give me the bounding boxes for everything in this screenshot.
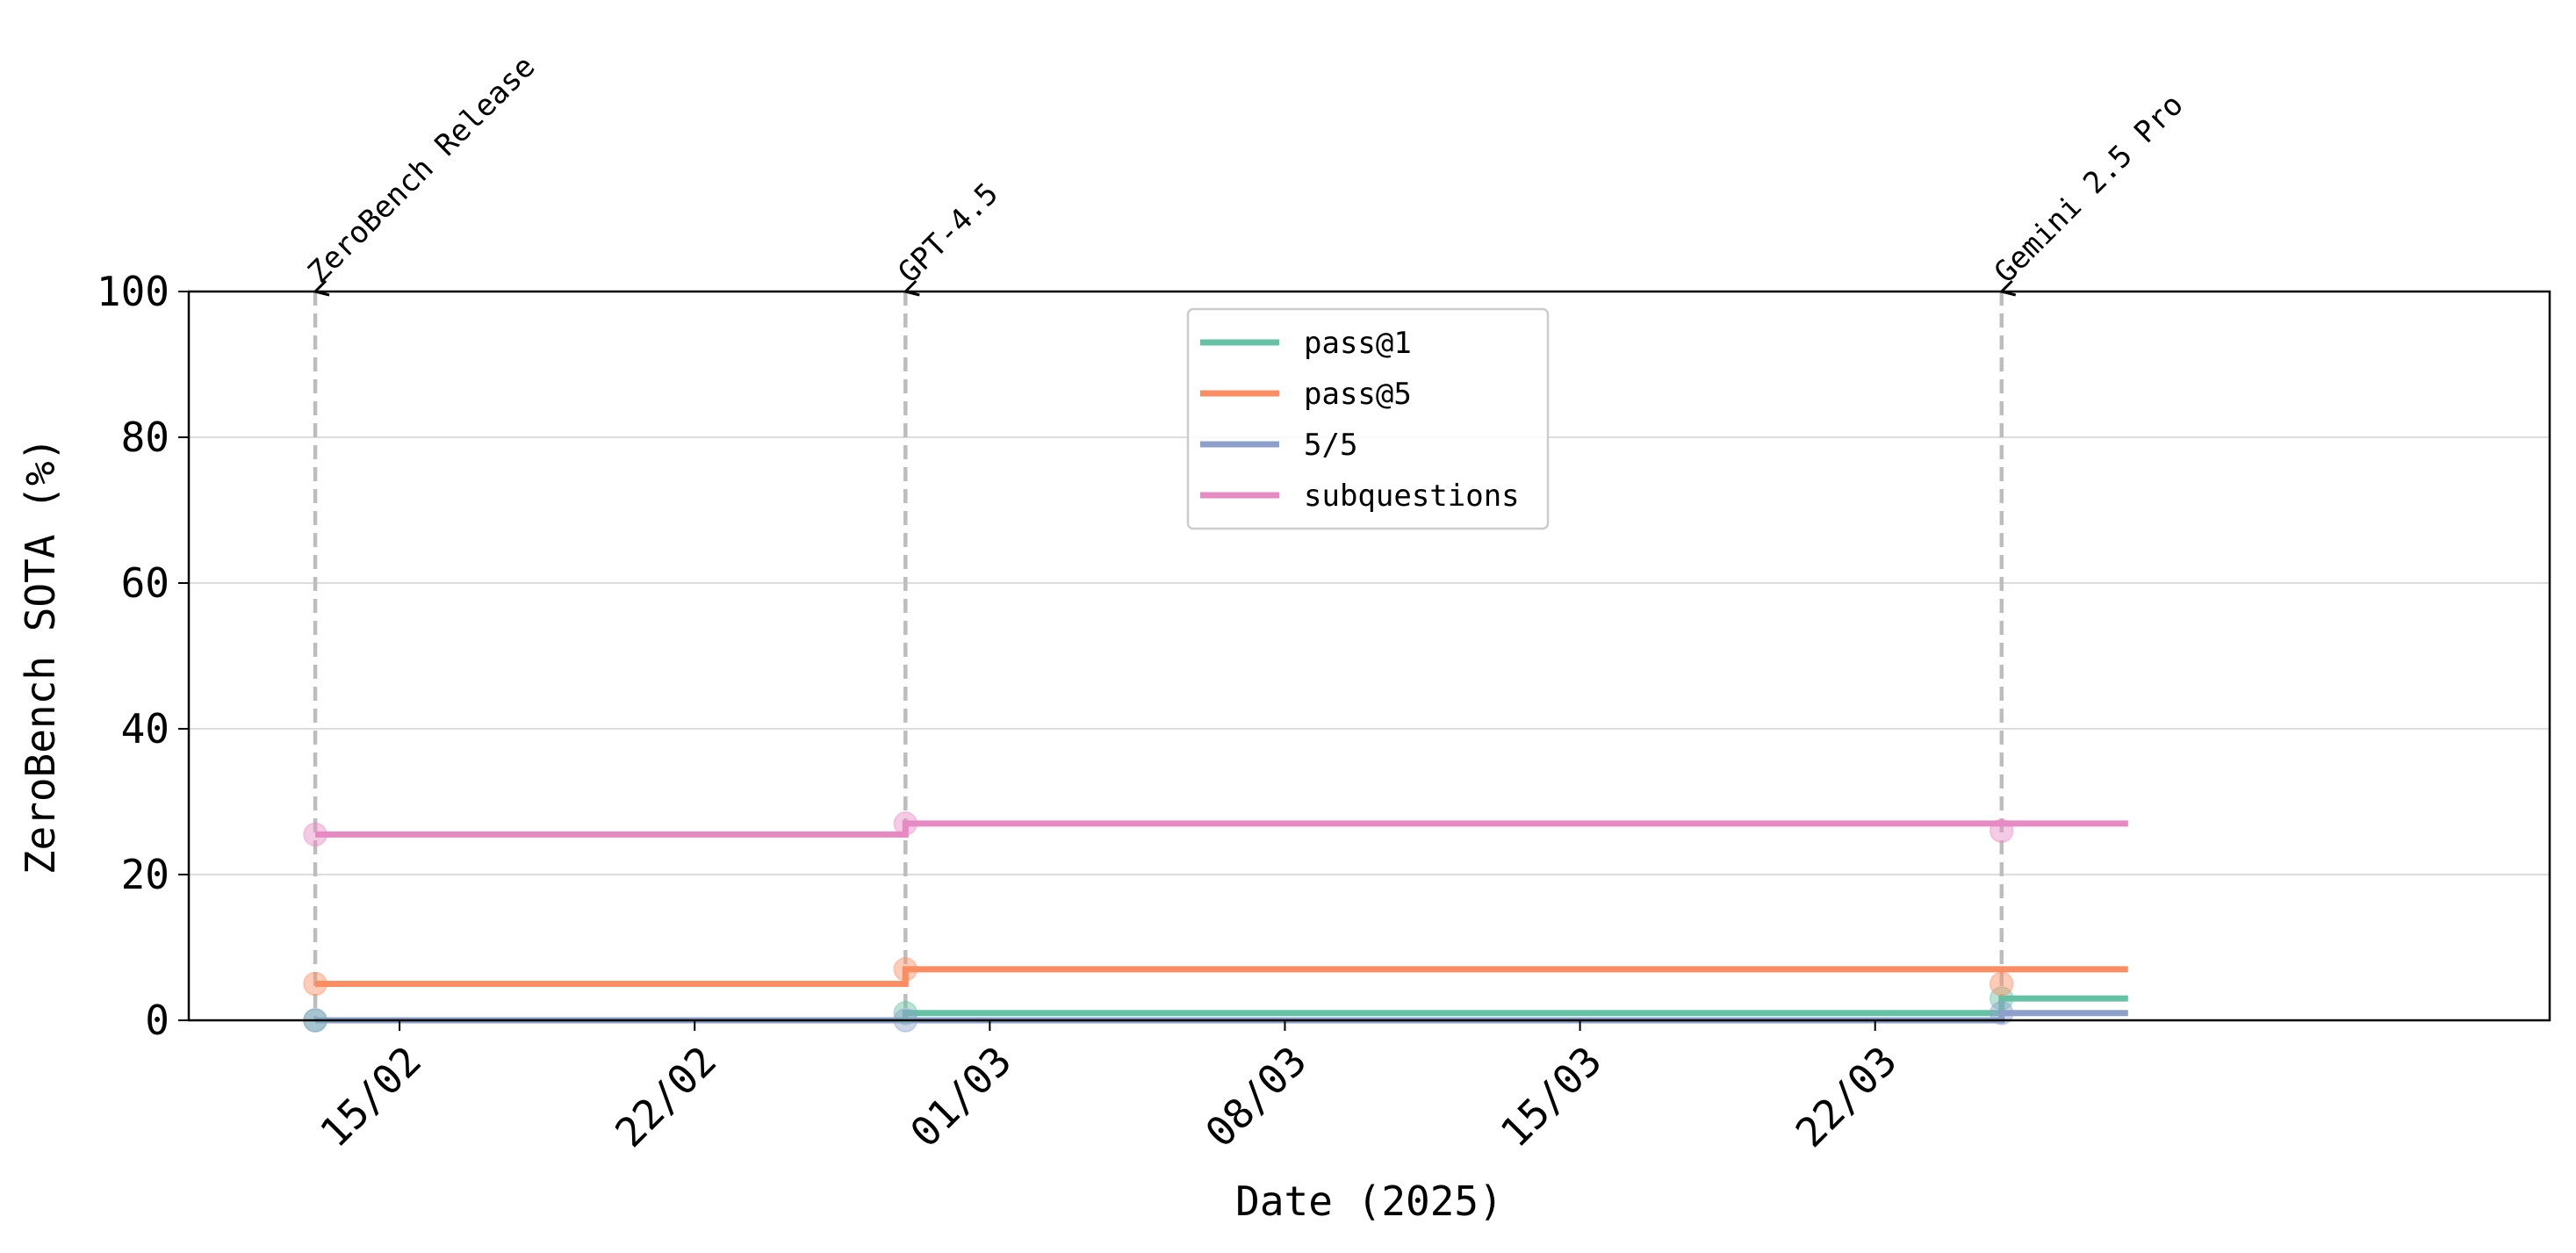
annotation-lines [313, 292, 2004, 1020]
data-point [303, 822, 328, 847]
data-point [1989, 986, 2014, 1012]
annotation-arrow [1998, 279, 2017, 297]
data-point [1989, 971, 2014, 997]
series-line [315, 966, 2128, 987]
legend: pass@1 pass@5 5/5 subquestions [1186, 307, 1550, 530]
y-tick-label: 80 [121, 414, 169, 461]
y-axis-label: ZeroBench SOTA (%) [17, 437, 64, 875]
legend-label: 5/5 [1304, 428, 1357, 463]
y-tick-label: 40 [121, 705, 169, 753]
data-point [303, 971, 328, 997]
series-line [315, 820, 2128, 838]
legend-label: pass@1 [1304, 326, 1412, 361]
y-tick-label: 100 [97, 268, 169, 315]
data-point [893, 810, 918, 836]
legend-box [1186, 307, 1550, 530]
data-point-markers [303, 810, 2014, 1033]
legend-label: pass@5 [1304, 377, 1412, 412]
plot-frame [187, 290, 2551, 1022]
y-axis-ticks: 0 20 40 60 80 100 [97, 268, 189, 1044]
data-point [1989, 818, 2014, 844]
x-axis-label: Date (2025) [1235, 1177, 1503, 1225]
data-point [893, 1000, 918, 1026]
y-tick-label: 20 [121, 851, 169, 898]
annotation-arrow [903, 279, 920, 297]
data-point [1989, 1000, 2014, 1026]
annotation-arrow [313, 279, 330, 297]
y-tick-label: 60 [121, 559, 169, 607]
data-point [893, 956, 918, 982]
y-tick-label: 0 [145, 997, 169, 1044]
legend-label: subquestions [1304, 479, 1520, 514]
